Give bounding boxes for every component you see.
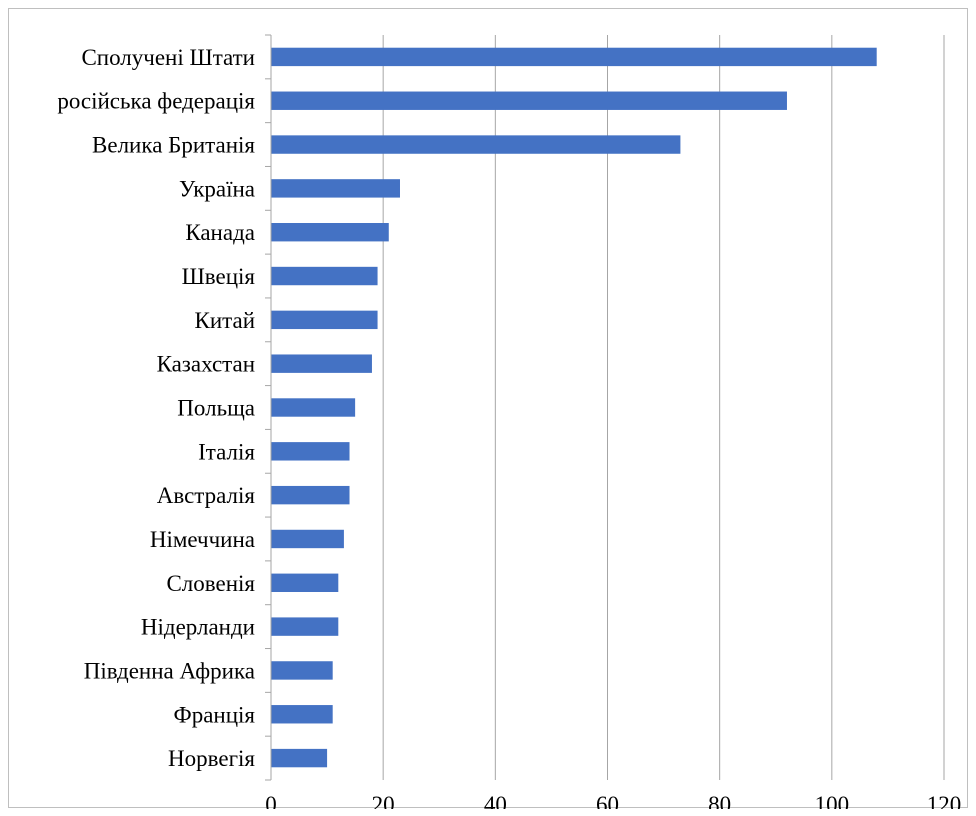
bar <box>271 661 333 680</box>
category-label: Норвегія <box>168 746 255 771</box>
category-labels: Сполучені Штати російська федерація Велика… <box>57 45 255 771</box>
bar <box>271 179 400 198</box>
category-label: Нідерланди <box>141 615 255 640</box>
bar <box>271 91 787 110</box>
category-label: Канада <box>185 220 255 245</box>
category-label: Швеція <box>182 264 256 289</box>
category-label: Велика Британія <box>92 133 255 158</box>
bar <box>271 705 333 724</box>
category-label: Словенія <box>166 571 255 596</box>
category-label: Німеччина <box>150 527 255 552</box>
bar <box>271 354 372 373</box>
x-tick-label: 0 <box>265 792 277 809</box>
x-tick-label: 60 <box>596 792 619 809</box>
axes <box>265 34 272 781</box>
bar <box>271 223 389 242</box>
category-label: Китай <box>195 308 256 333</box>
category-label: Казахстан <box>157 352 255 377</box>
bar <box>271 529 344 549</box>
bars <box>271 47 877 768</box>
gridlines <box>382 35 945 780</box>
category-label: Сполучені Штати <box>81 45 255 70</box>
bar-chart: Сполучені Штати російська федерація Велика… <box>57 34 961 809</box>
chart-frame: Сполучені Штати російська федерація Велика… <box>8 8 968 809</box>
bar <box>271 398 356 417</box>
category-label: Південна Африка <box>84 658 255 683</box>
bar <box>271 748 328 768</box>
bar <box>271 573 339 592</box>
category-label: Україна <box>179 176 255 201</box>
x-tick-labels: 0 20 40 60 80 100 120 <box>265 792 961 809</box>
category-label: Італія <box>198 439 255 464</box>
bar <box>271 266 378 286</box>
category-label: Франція <box>174 702 256 727</box>
bar <box>271 485 350 505</box>
x-tick-label: 100 <box>815 792 850 809</box>
bar <box>271 442 350 461</box>
x-tick-label: 20 <box>372 792 395 809</box>
bar <box>271 310 378 330</box>
category-label: Австралія <box>157 483 256 508</box>
category-label: Польща <box>177 396 255 421</box>
category-label: російська федерація <box>57 89 255 114</box>
bar <box>271 617 339 636</box>
x-tick-label: 80 <box>708 792 731 809</box>
x-tick-label: 40 <box>484 792 507 809</box>
x-tick-label: 120 <box>927 792 962 809</box>
bar <box>271 135 681 154</box>
bar <box>271 47 877 67</box>
